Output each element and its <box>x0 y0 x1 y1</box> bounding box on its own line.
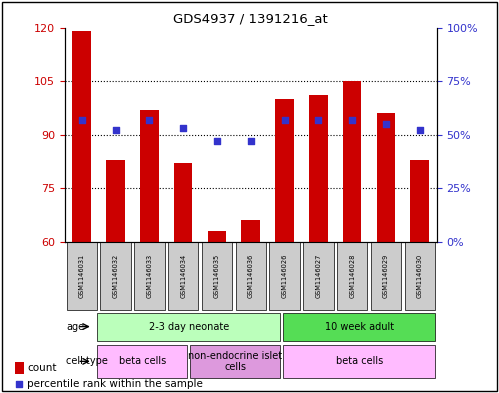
Bar <box>309 95 328 242</box>
Bar <box>106 160 125 242</box>
Text: GSM1146033: GSM1146033 <box>146 254 152 298</box>
Bar <box>100 242 131 310</box>
Text: beta cells: beta cells <box>335 356 383 366</box>
Point <box>15 381 23 387</box>
Point <box>145 116 153 123</box>
Bar <box>269 242 300 310</box>
Point <box>348 116 356 123</box>
Text: cell type: cell type <box>66 356 108 366</box>
Text: GSM1146031: GSM1146031 <box>79 254 85 298</box>
Point <box>247 138 254 144</box>
Bar <box>190 345 280 378</box>
Point <box>179 125 187 131</box>
Bar <box>66 242 97 310</box>
Point <box>416 127 424 134</box>
Bar <box>97 313 280 341</box>
Bar <box>275 99 294 242</box>
Title: GDS4937 / 1391216_at: GDS4937 / 1391216_at <box>173 12 328 25</box>
Text: GSM1146026: GSM1146026 <box>281 254 287 298</box>
Point <box>314 116 322 123</box>
Text: GSM1146027: GSM1146027 <box>315 254 321 298</box>
Bar <box>377 113 395 242</box>
Bar <box>72 31 91 242</box>
Text: beta cells: beta cells <box>119 356 166 366</box>
Text: GSM1146028: GSM1146028 <box>349 254 355 298</box>
Bar <box>303 242 333 310</box>
Text: GSM1146036: GSM1146036 <box>248 254 254 298</box>
Bar <box>343 81 361 242</box>
Bar <box>283 313 435 341</box>
Bar <box>168 242 199 310</box>
Bar <box>283 345 435 378</box>
Bar <box>236 242 266 310</box>
Bar <box>15 362 23 374</box>
Text: 2-3 day neonate: 2-3 day neonate <box>149 321 229 332</box>
Point <box>280 116 288 123</box>
Bar <box>140 110 159 242</box>
Text: 10 week adult: 10 week adult <box>325 321 394 332</box>
Bar <box>411 160 429 242</box>
Bar <box>242 220 260 242</box>
Bar <box>174 163 193 242</box>
Bar <box>97 345 187 378</box>
Bar <box>134 242 165 310</box>
Text: non-endocrine islet
cells: non-endocrine islet cells <box>188 351 282 372</box>
Bar <box>337 242 367 310</box>
Bar <box>371 242 401 310</box>
Point <box>382 121 390 127</box>
Text: GSM1146034: GSM1146034 <box>180 254 186 298</box>
Point <box>78 116 86 123</box>
Bar <box>208 231 226 242</box>
Text: GSM1146032: GSM1146032 <box>113 254 119 298</box>
Text: age: age <box>66 321 84 332</box>
Text: count: count <box>27 363 57 373</box>
Point <box>112 127 120 134</box>
Point <box>213 138 221 144</box>
Bar <box>202 242 232 310</box>
Text: GSM1146035: GSM1146035 <box>214 254 220 298</box>
Text: GSM1146029: GSM1146029 <box>383 254 389 298</box>
Text: GSM1146030: GSM1146030 <box>417 254 423 298</box>
Text: percentile rank within the sample: percentile rank within the sample <box>27 379 204 389</box>
Bar <box>405 242 435 310</box>
